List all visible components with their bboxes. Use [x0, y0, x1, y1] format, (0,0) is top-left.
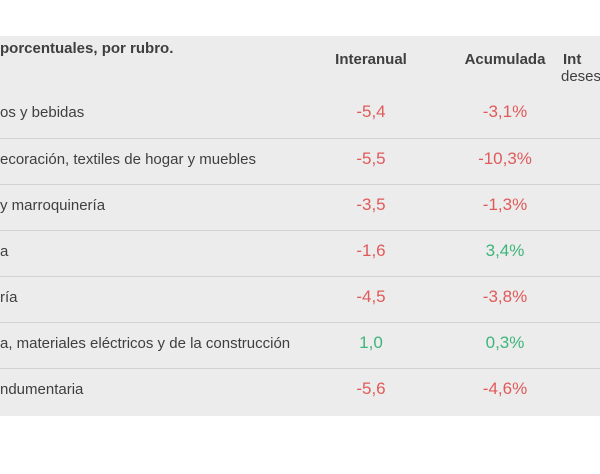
- interanual-value: -5,5: [356, 149, 386, 168]
- column-header-extra-line1: Int: [563, 51, 582, 68]
- acumulada-value: 0,3%: [485, 333, 525, 352]
- row-label: a: [0, 243, 9, 260]
- row-label: os y bebidas: [0, 104, 85, 121]
- table-row: a, materiales eléctricos y de la constru…: [0, 322, 600, 368]
- interanual-value: 1,0: [359, 333, 383, 352]
- table-row: ndumentaria -5,6 -4,6%: [0, 368, 600, 414]
- interanual-value: -3,5: [356, 195, 386, 214]
- row-label: ría: [0, 289, 18, 306]
- table-header: porcentuales, por rubro. Interanual Acum…: [0, 36, 600, 92]
- acumulada-value: -3,1%: [482, 102, 528, 121]
- acumulada-value: 3,4%: [485, 241, 525, 260]
- column-header-acumulada: Acumulada: [464, 51, 546, 68]
- interanual-value: -4,5: [356, 287, 386, 306]
- table-row: os y bebidas -5,4 -3,1%: [0, 92, 600, 138]
- data-table-panel: porcentuales, por rubro. Interanual Acum…: [0, 36, 600, 416]
- table-row: ría -4,5 -3,8%: [0, 276, 600, 322]
- acumulada-value: -1,3%: [482, 195, 528, 214]
- acumulada-value: -3,8%: [482, 287, 528, 306]
- interanual-value: -5,4: [356, 102, 386, 121]
- table-subtitle: porcentuales, por rubro.: [0, 40, 174, 57]
- table-row: y marroquinería -3,5 -1,3%: [0, 184, 600, 230]
- acumulada-value: -4,6%: [482, 379, 528, 398]
- column-header-extra-line2: deses: [561, 68, 600, 85]
- interanual-value: -5,6: [356, 379, 386, 398]
- row-label: a, materiales eléctricos y de la constru…: [0, 335, 291, 352]
- column-header-extra: Int deses: [561, 51, 600, 85]
- row-label: ndumentaria: [0, 381, 84, 398]
- row-label: y marroquinería: [0, 197, 106, 214]
- table-row: a -1,6 3,4%: [0, 230, 600, 276]
- table-body: os y bebidas -5,4 -3,1% ecoración, texti…: [0, 92, 600, 414]
- interanual-value: -1,6: [356, 241, 386, 260]
- acumulada-value: -10,3%: [478, 149, 532, 168]
- column-header-interanual: Interanual: [335, 51, 407, 68]
- table-row: ecoración, textiles de hogar y muebles -…: [0, 138, 600, 184]
- row-label: ecoración, textiles de hogar y muebles: [0, 151, 256, 168]
